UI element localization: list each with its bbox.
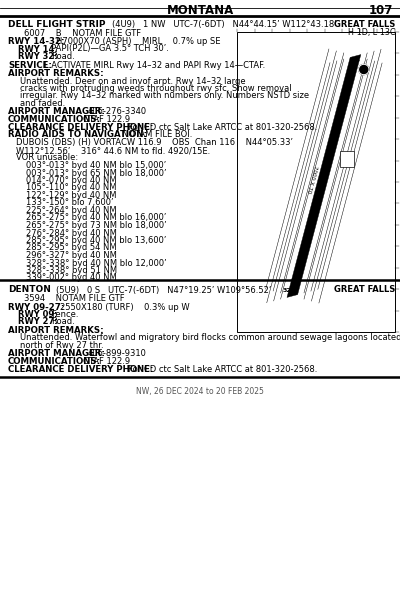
- Text: Road.: Road.: [51, 318, 75, 327]
- Text: GREAT FALLS: GREAT FALLS: [334, 20, 395, 29]
- Text: CTAF 122.9: CTAF 122.9: [83, 357, 130, 366]
- Text: 3594    NOTAM FILE GTF: 3594 NOTAM FILE GTF: [24, 294, 125, 303]
- Bar: [340, 150, 354, 167]
- Text: RWY 09:: RWY 09:: [18, 310, 58, 319]
- Text: COMMUNICATIONS:: COMMUNICATIONS:: [8, 115, 101, 124]
- Text: L̲ ACTIVATE MIRL Rwy 14–32 and PAPI Rwy 14—CTAF.: L̲ ACTIVATE MIRL Rwy 14–32 and PAPI Rwy …: [44, 60, 265, 69]
- Text: RWY 27:: RWY 27:: [18, 318, 58, 327]
- Text: cracks with protruding weeds throughout rwy sfc. Snow removal: cracks with protruding weeds throughout …: [20, 84, 292, 93]
- Text: W112°12.56’    316° 44.6 NM to fld. 4920/15E.: W112°12.56’ 316° 44.6 NM to fld. 4920/15…: [16, 146, 210, 155]
- Text: 406-899-9310: 406-899-9310: [88, 350, 147, 359]
- Text: (5U9)   0 S   UTC-7(-6DT)   N47°19.25’ W109°56.52’: (5U9) 0 S UTC-7(-6DT) N47°19.25’ W109°56…: [56, 286, 271, 295]
- Text: 133°-150° blo 7,600’: 133°-150° blo 7,600’: [26, 199, 114, 208]
- Text: H-1D, L-13C: H-1D, L-13C: [348, 28, 395, 37]
- Text: For CD ctc Salt Lake ARTCC at 801-320-2568.: For CD ctc Salt Lake ARTCC at 801-320-25…: [128, 364, 317, 373]
- Bar: [237, 32, 395, 332]
- Text: (4U9)   1 NW   UTC-7(-6DT)   N44°44.15’ W112°43.18’: (4U9) 1 NW UTC-7(-6DT) N44°44.15’ W112°4…: [112, 20, 337, 29]
- Text: 105°-110° byd 40 NM: 105°-110° byd 40 NM: [26, 184, 116, 193]
- Text: CLEARANCE DELIVERY PHONE:: CLEARANCE DELIVERY PHONE:: [8, 123, 153, 132]
- Text: RWY 14-32:: RWY 14-32:: [8, 37, 64, 46]
- Text: MONTANA: MONTANA: [166, 4, 234, 17]
- Text: SERVICE:: SERVICE:: [8, 60, 52, 69]
- Text: 2550X180 (TURF)    0.3% up W: 2550X180 (TURF) 0.3% up W: [60, 303, 190, 312]
- Text: GREAT FALLS: GREAT FALLS: [334, 286, 395, 295]
- Text: RWY 32:: RWY 32:: [18, 52, 58, 61]
- Text: DUBOIS (DBS) (H) VORTACW 116.9    OBS  Chan 116    N44°05.33’: DUBOIS (DBS) (H) VORTACW 116.9 OBS Chan …: [16, 138, 293, 147]
- Text: AIRPORT REMARKS:: AIRPORT REMARKS:: [8, 326, 104, 335]
- Text: PAPI(P2L)—GA 3.5° TCH 30’.: PAPI(P2L)—GA 3.5° TCH 30’.: [51, 45, 169, 54]
- Text: 14: 14: [351, 57, 360, 63]
- Text: and faded.: and faded.: [20, 99, 65, 108]
- Text: 406-276-3340: 406-276-3340: [88, 108, 147, 117]
- Text: irregular. Rwy 14–32 marked with numbers only. Numbers NSTD size: irregular. Rwy 14–32 marked with numbers…: [20, 91, 309, 100]
- Text: 122°-129° byd 40 NM: 122°-129° byd 40 NM: [26, 191, 116, 200]
- Text: 003°-013° byd 65 NM blo 18,000’: 003°-013° byd 65 NM blo 18,000’: [26, 169, 166, 178]
- Text: 225°-264° byd 40 NM: 225°-264° byd 40 NM: [26, 206, 117, 215]
- Text: RWY 09-27:: RWY 09-27:: [8, 303, 64, 312]
- Text: 003°-013° byd 40 NM blo 15,000’: 003°-013° byd 40 NM blo 15,000’: [26, 161, 166, 170]
- Text: COMMUNICATIONS:: COMMUNICATIONS:: [8, 357, 101, 366]
- Text: AIRPORT MANAGER:: AIRPORT MANAGER:: [8, 108, 105, 117]
- Text: 328°-338° byd 51 NM: 328°-338° byd 51 NM: [26, 266, 117, 275]
- Text: DENTON: DENTON: [8, 286, 51, 295]
- Circle shape: [359, 65, 369, 74]
- Polygon shape: [287, 54, 361, 297]
- Text: 339°-002° byd 40 NM: 339°-002° byd 40 NM: [26, 274, 117, 283]
- Text: RADIO AIDS TO NAVIGATION:: RADIO AIDS TO NAVIGATION:: [8, 130, 147, 139]
- Text: Road.: Road.: [51, 52, 75, 61]
- Text: 265°-275° byd 40 NM blo 16,000’: 265°-275° byd 40 NM blo 16,000’: [26, 213, 166, 222]
- Text: 32: 32: [282, 288, 291, 293]
- Text: 107: 107: [369, 4, 393, 17]
- Text: AIRPORT REMARKS:: AIRPORT REMARKS:: [8, 69, 104, 78]
- Text: Fence.: Fence.: [51, 310, 78, 319]
- Text: For CD ctc Salt Lake ARTCC at 801-320-2568.: For CD ctc Salt Lake ARTCC at 801-320-25…: [128, 123, 317, 132]
- Circle shape: [359, 65, 369, 74]
- Text: 265°-275° byd 73 NM blo 18,000’: 265°-275° byd 73 NM blo 18,000’: [26, 221, 167, 230]
- Text: 276°-284° byd 40 NM: 276°-284° byd 40 NM: [26, 228, 117, 237]
- Text: 014°-070° byd 40 NM: 014°-070° byd 40 NM: [26, 176, 117, 185]
- Text: RWY 14:: RWY 14:: [18, 45, 58, 54]
- Text: NOTAM FILE BOI.: NOTAM FILE BOI.: [122, 130, 192, 139]
- Text: AIRPORT MANAGER:: AIRPORT MANAGER:: [8, 350, 105, 359]
- Text: 7000 X 70: 7000 X 70: [306, 165, 318, 193]
- Text: 328°-338° byd 40 NM blo 12,000’: 328°-338° byd 40 NM blo 12,000’: [26, 259, 167, 268]
- Text: 6007    B    NOTAM FILE GTF: 6007 B NOTAM FILE GTF: [24, 28, 141, 37]
- Circle shape: [360, 65, 368, 74]
- Text: H7000X70 (ASPH)    MIRL    0.7% up SE: H7000X70 (ASPH) MIRL 0.7% up SE: [56, 37, 220, 46]
- Text: north of Rwy 27 thr.: north of Rwy 27 thr.: [20, 341, 104, 350]
- Text: 285°-295° byd 54 NM: 285°-295° byd 54 NM: [26, 243, 117, 252]
- Text: CTAF 122.9: CTAF 122.9: [83, 115, 130, 124]
- Text: Unattended. Deer on and invof arpt. Rwy 14–32 large: Unattended. Deer on and invof arpt. Rwy …: [20, 77, 246, 86]
- Text: DELL FLIGHT STRIP: DELL FLIGHT STRIP: [8, 20, 106, 29]
- Text: Unattended. Waterfowl and migratory bird flocks common around sewage lagoons loc: Unattended. Waterfowl and migratory bird…: [20, 333, 400, 342]
- Text: 285°-295° byd 40 NM blo 13,600’: 285°-295° byd 40 NM blo 13,600’: [26, 236, 166, 245]
- Text: CLEARANCE DELIVERY PHONE:: CLEARANCE DELIVERY PHONE:: [8, 364, 153, 373]
- Text: VOR unusable:: VOR unusable:: [16, 153, 78, 162]
- Text: 296°-327° byd 40 NM: 296°-327° byd 40 NM: [26, 251, 117, 260]
- Text: NW, 26 DEC 2024 to 20 FEB 2025: NW, 26 DEC 2024 to 20 FEB 2025: [136, 387, 264, 396]
